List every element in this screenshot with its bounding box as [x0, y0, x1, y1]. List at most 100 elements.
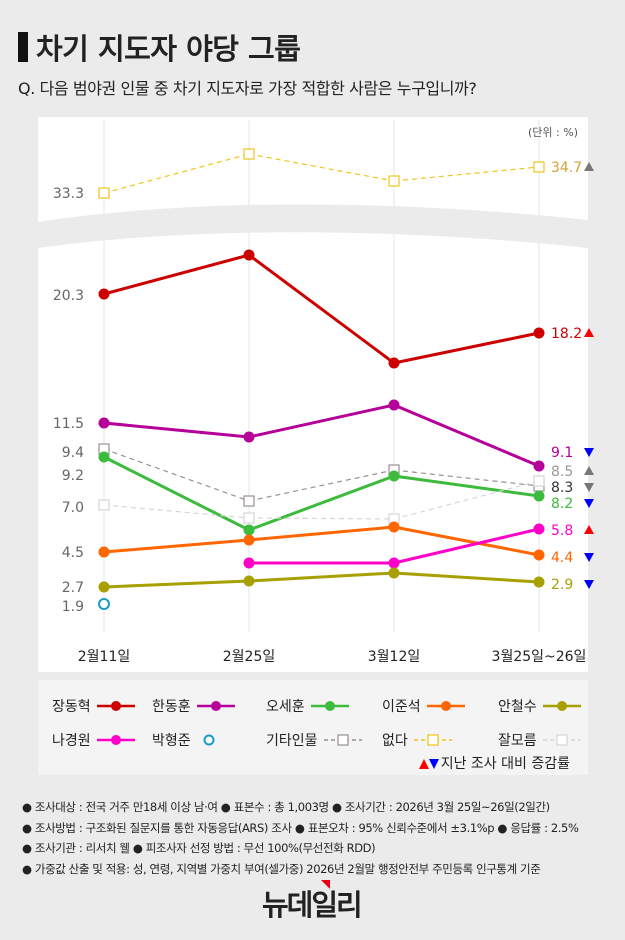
- series-segment: [248, 525, 395, 542]
- legend-label: 나경원: [52, 733, 91, 749]
- data-point: [388, 175, 400, 187]
- series-segment: [103, 538, 250, 554]
- series-나경원: 5.8: [243, 523, 594, 569]
- legend-swatch: [413, 734, 452, 746]
- series-오세훈: 9.2 8.2: [62, 451, 594, 536]
- data-point: [388, 470, 400, 482]
- series-segment: [393, 474, 540, 498]
- data-point: [243, 495, 255, 507]
- data-point: [243, 524, 255, 536]
- series-segment: [248, 253, 395, 365]
- right-value-label: 5.8: [551, 523, 573, 539]
- right-value-label: 4.4: [551, 550, 573, 566]
- series-segment: [103, 455, 250, 532]
- legend-swatch: [96, 735, 135, 745]
- legend-label: 장동혁: [52, 699, 91, 715]
- series-segment: [248, 469, 395, 502]
- left-value-label: 1.9: [62, 599, 84, 615]
- data-point: [243, 575, 255, 587]
- series-segment: [103, 448, 250, 502]
- note-line: 조사기관 : 리서치 웰 ● 피조사자 선정 방법 : 무선 100%(무선전화…: [22, 838, 578, 859]
- legend-swatch: [323, 734, 362, 746]
- legend-swatch: [203, 734, 215, 746]
- data-point: [98, 417, 110, 429]
- x-tick-label: 2월25일: [223, 649, 275, 665]
- legend-label: 없다: [382, 733, 408, 749]
- data-point: [388, 567, 400, 579]
- data-point: [243, 534, 255, 546]
- x-tick-label: 3월25일~26일: [492, 649, 587, 665]
- data-point: [98, 581, 110, 593]
- legend-item: 없다: [382, 730, 454, 750]
- right-value-label: 34.7: [551, 160, 582, 176]
- data-point: [533, 576, 545, 588]
- triangle-up-icon: [584, 466, 594, 475]
- series-segment: [103, 421, 250, 439]
- series-한동훈: 11.5 9.1: [53, 399, 594, 472]
- data-point: [388, 357, 400, 369]
- left-value-label: 9.4: [62, 445, 84, 461]
- left-value-label: 7.0: [62, 500, 84, 516]
- legend-label: 안철수: [498, 699, 537, 715]
- series-segment: [248, 571, 395, 583]
- legend-swatch: [96, 701, 135, 711]
- right-value-label: 2.9: [551, 577, 573, 593]
- left-value-label: 33.3: [53, 186, 84, 202]
- line-chart: (단위 : %) 2월11일 2월25일 3월12일 3월25일~26일 33.3 34.7…: [38, 117, 594, 672]
- data-point: [533, 460, 545, 472]
- series-segment: [393, 166, 540, 182]
- triangle-up-icon: [584, 162, 594, 171]
- legend-swatch: [426, 701, 465, 711]
- left-value-label: 20.3: [53, 288, 84, 304]
- series-박형준: 1.9: [62, 598, 110, 615]
- right-value-label: 8.5: [551, 464, 573, 480]
- data-point: [243, 557, 255, 569]
- page-title: 차기 지도자 야당 그룹: [18, 26, 301, 68]
- legend-label: 오세훈: [266, 699, 305, 715]
- triangle-down-icon: [584, 483, 594, 492]
- data-point: [243, 431, 255, 443]
- legend-item: 박형준: [152, 730, 237, 750]
- data-point: [533, 523, 545, 535]
- data-point: [533, 475, 545, 487]
- data-point: [98, 288, 110, 300]
- right-value-label: 8.3: [551, 480, 573, 496]
- triangle-up-icon: [584, 328, 594, 337]
- survey-notes: 조사대상 : 전국 거주 만18세 이상 남·여 ● 표본수 : 총 1,003…: [22, 797, 579, 880]
- left-value-label: 9.2: [62, 468, 84, 484]
- series-이준석: 4.5 4.4: [62, 521, 594, 566]
- plot-panel: [38, 117, 588, 672]
- note-line: 가중값 산출 및 적용: 성, 연령, 지역별 가중치 부여(셀가중) 2026…: [22, 859, 578, 880]
- data-point: [98, 187, 110, 199]
- series-segment: [103, 579, 250, 589]
- up-down-triangle-icon: [418, 759, 439, 769]
- series-안철수: 2.7 2.9: [62, 567, 594, 596]
- series-segment: [248, 153, 395, 182]
- legend-item: 이준석: [382, 696, 467, 716]
- data-point: [98, 499, 110, 511]
- unit-label: (단위 : %): [528, 126, 578, 139]
- legend-item: 기타인물: [266, 730, 364, 750]
- data-point: [98, 598, 110, 610]
- series-segment: [393, 527, 540, 565]
- triangle-down-icon: [584, 553, 594, 562]
- legend-label: 기타인물: [266, 733, 318, 749]
- data-point: [388, 399, 400, 411]
- legend-item: 잘모름: [498, 730, 583, 750]
- series-segment: [248, 403, 395, 439]
- legend-item: 한동훈: [152, 696, 237, 716]
- note-line: 조사방법 : 구조화된 질문지를 통한 자동응답(ARS) 조사 ● 표본오차 …: [22, 818, 579, 839]
- title-bar: [18, 32, 28, 62]
- series-segment: [393, 469, 540, 487]
- data-point: [388, 521, 400, 533]
- change-note-text: 지난 조사 대비 증감률: [440, 756, 570, 772]
- triangle-down-icon: [584, 499, 594, 508]
- legend-item: 오세훈: [266, 696, 351, 716]
- survey-question: Q. 다음 범야권 인물 중 차기 지도자로 가장 적합한 사람은 누구입니까?: [18, 79, 477, 98]
- series-잘모름: 7.0 8.5: [62, 464, 594, 525]
- series-segment: [248, 474, 395, 532]
- series-segment: [393, 571, 540, 584]
- legend-swatch: [310, 701, 349, 711]
- data-point: [388, 557, 400, 569]
- logo-text: 뉴데일리: [262, 888, 363, 922]
